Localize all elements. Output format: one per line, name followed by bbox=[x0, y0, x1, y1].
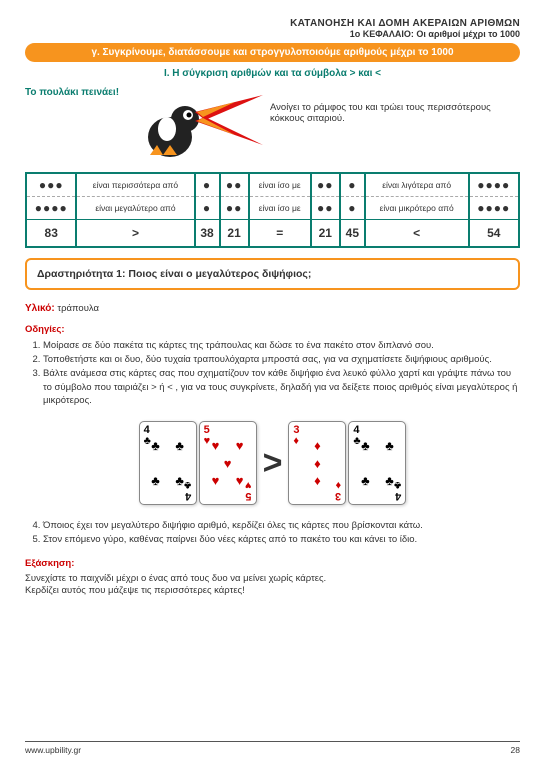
num: 54 bbox=[469, 220, 520, 248]
dots: ●● bbox=[317, 201, 334, 215]
instruction-step: Τοποθετήστε και οι δυο, δύο τυχαία τραπο… bbox=[43, 353, 520, 366]
instruction-step: Βάλτε ανάμεσα στις κάρτες σας που σχηματ… bbox=[43, 367, 520, 407]
footer-site: www.upbility.gr bbox=[25, 745, 81, 755]
cmp-text: είναι λιγότερα από bbox=[365, 173, 469, 197]
playing-card: 3♦ ♦♦♦ 3♦ bbox=[288, 421, 346, 505]
page-header: ΚΑΤΑΝΟΗΣΗ ΚΑΙ ΔΟΜΗ ΑΚΕΡΑΙΩΝ ΑΡΙΘΜΩΝ 1ο Κ… bbox=[25, 18, 520, 39]
activity-title: Δραστηριότητα 1: Ποιος είναι ο μεγαλύτερ… bbox=[25, 258, 520, 290]
dots: ●●●● bbox=[477, 178, 510, 192]
bird-icon bbox=[135, 87, 225, 162]
practice-label: Εξάσκηση: bbox=[25, 558, 520, 571]
dots: ●●● bbox=[39, 178, 64, 192]
dots: ● bbox=[348, 201, 356, 215]
header-title: ΚΑΤΑΝΟΗΣΗ ΚΑΙ ΔΟΜΗ ΑΚΕΡΑΙΩΝ ΑΡΙΘΜΩΝ bbox=[25, 18, 520, 29]
bird-illustration-row: Το πουλάκι πεινάει! Ανοίγει το ράμφος το… bbox=[25, 87, 520, 162]
header-subtitle: 1ο ΚΕΦΑΛΑΙΟ: Οι αριθμοί μέχρι το 1000 bbox=[25, 29, 520, 39]
practice-text: Συνεχίστε το παιχνίδι μέχρι ο ένας από τ… bbox=[25, 573, 520, 586]
bird-caption-right: Ανοίγει το ράμφος του και τρώει τους περ… bbox=[225, 87, 520, 124]
practice-text: Κερδίζει αυτός που μάζεψε τις περισσότερ… bbox=[25, 585, 520, 598]
footer-page: 28 bbox=[511, 745, 520, 755]
playing-card: 4♣ ♣ ♣♣ ♣ 4♣ bbox=[348, 421, 406, 505]
playing-card: 4♣ ♣ ♣♣ ♣ 4♣ bbox=[139, 421, 197, 505]
material-text: τράπουλα bbox=[55, 303, 99, 314]
instruction-step: Στον επόμενο γύρο, καθένας παίρνει δύο ν… bbox=[43, 533, 520, 546]
num: 38 bbox=[195, 220, 220, 248]
symbol: > bbox=[76, 220, 194, 248]
chapter-banner: γ. Συγκρίνουμε, διατάσσουμε και στρογγυλ… bbox=[25, 43, 520, 62]
page-footer: www.upbility.gr 28 bbox=[25, 741, 520, 755]
material-label: Υλικό: bbox=[25, 303, 55, 314]
material-line: Υλικό: τράπουλα bbox=[25, 302, 520, 316]
dots: ●● bbox=[317, 178, 334, 192]
cmp-text: είναι περισσότερα από bbox=[76, 173, 194, 197]
symbol: = bbox=[249, 220, 311, 248]
comparison-table: ●●● είναι περισσότερα από ● ●● είναι ίσο… bbox=[25, 172, 520, 248]
dots: ●●●● bbox=[477, 201, 510, 215]
playing-card: 5♥ ♥ ♥♥♥ ♥ 5♥ bbox=[199, 421, 257, 505]
num: 21 bbox=[220, 220, 249, 248]
instruction-step: Μοίρασε σε δύο πακέτα τις κάρτες της τρά… bbox=[43, 339, 520, 352]
section-title: I. Η σύγκριση αριθμών και τα σύμβολα > κ… bbox=[25, 68, 520, 79]
dots: ●● bbox=[226, 178, 243, 192]
instructions-label: Οδηγίες: bbox=[25, 324, 520, 337]
instruction-step: Όποιος έχει τον μεγαλύτερο διψήφιο αριθμ… bbox=[43, 519, 520, 532]
num: 45 bbox=[340, 220, 365, 248]
symbol: < bbox=[365, 220, 469, 248]
dots: ●●●● bbox=[35, 201, 68, 215]
cmp-text: είναι μεγαλύτερο από bbox=[76, 197, 194, 220]
cards-illustration: 4♣ ♣ ♣♣ ♣ 4♣ 5♥ ♥ ♥♥♥ ♥ 5♥ > 3♦ ♦♦♦ 3♦ 4… bbox=[25, 421, 520, 505]
cmp-text: είναι ίσο με bbox=[249, 173, 311, 197]
dots: ● bbox=[203, 178, 211, 192]
cmp-text: είναι ίσο με bbox=[249, 197, 311, 220]
cmp-text: είναι μικρότερο από bbox=[365, 197, 469, 220]
bird-caption-left: Το πουλάκι πεινάει! bbox=[25, 87, 135, 98]
dots: ● bbox=[203, 201, 211, 215]
num: 21 bbox=[311, 220, 340, 248]
dots: ● bbox=[348, 178, 356, 192]
num: 83 bbox=[26, 220, 76, 248]
dots: ●● bbox=[226, 201, 243, 215]
greater-than-sign: > bbox=[263, 444, 283, 483]
instructions-list-cont: Όποιος έχει τον μεγαλύτερο διψήφιο αριθμ… bbox=[25, 519, 520, 547]
instructions-list: Μοίρασε σε δύο πακέτα τις κάρτες της τρά… bbox=[25, 339, 520, 407]
